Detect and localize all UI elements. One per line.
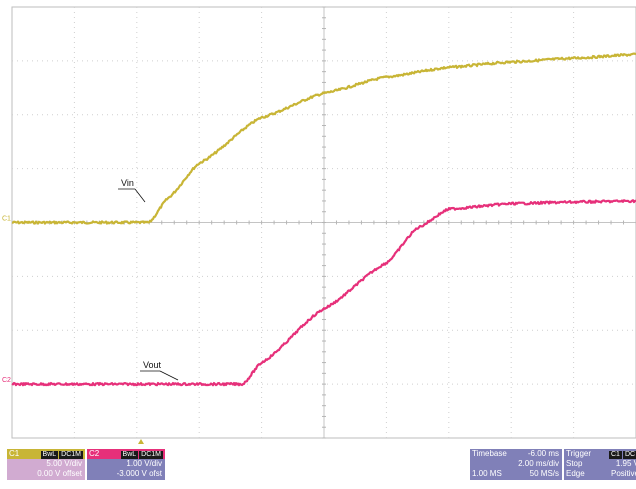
trigger-coupling: DC: [622, 451, 636, 459]
timebase-info[interactable]: Timebase -6.00 ms 2.00 ms/div 1.00 MS 50…: [470, 449, 562, 480]
timebase-samples: 1.00 MS: [472, 469, 502, 478]
channel-2-offset: -3.000 V ofst: [116, 469, 162, 478]
trigger-source: C1: [609, 451, 622, 459]
channel-1-scale: 5.00 V/div: [46, 459, 82, 468]
timebase-rate: 50 MS/s: [529, 469, 559, 478]
vin-label: Vin: [121, 178, 134, 188]
channel-1-id: C1: [9, 449, 20, 458]
ground-marker-c2: C2: [2, 377, 11, 384]
channel-1-coupling: DC1M: [59, 451, 83, 459]
channel-2-id: C2: [89, 449, 100, 458]
ground-marker-c1: C1: [2, 216, 11, 223]
trigger-level: 1.95 V: [615, 459, 636, 468]
trigger-type: Edge: [566, 469, 585, 478]
channel-1-bw: BwL: [40, 451, 59, 459]
channel-2-bw: BwL: [120, 451, 139, 459]
vin-label-pointer: [134, 188, 146, 203]
trigger-position-marker: [138, 439, 144, 444]
trigger-slope: Positive: [610, 469, 636, 478]
channel-2-coupling: DC1M: [139, 451, 163, 459]
channel-1-offset: 0.00 V offset: [37, 469, 82, 478]
vout-label-pointer: [159, 370, 179, 381]
trigger-mode: Stop: [566, 459, 583, 468]
timebase-div: 2.00 ms/div: [518, 459, 559, 468]
channel-2-scale: 1.00 V/div: [126, 459, 162, 468]
timebase-label: Timebase: [472, 449, 507, 458]
input-voltage-trace: [11, 52, 636, 225]
channel-2-info[interactable]: C2 BwL DC1M 1.00 V/div -3.000 V ofst: [87, 449, 165, 480]
trigger-label: Trigger: [566, 449, 592, 458]
trace-labels: C1 C2 Vin Vout: [2, 178, 179, 444]
output-voltage-trace: [11, 199, 636, 387]
timebase-delay: -6.00 ms: [527, 449, 559, 458]
vout-label: Vout: [143, 360, 162, 370]
traces: [11, 52, 636, 387]
channel-1-info[interactable]: C1 BwL DC1M 5.00 V/div 0.00 V offset: [7, 449, 85, 480]
